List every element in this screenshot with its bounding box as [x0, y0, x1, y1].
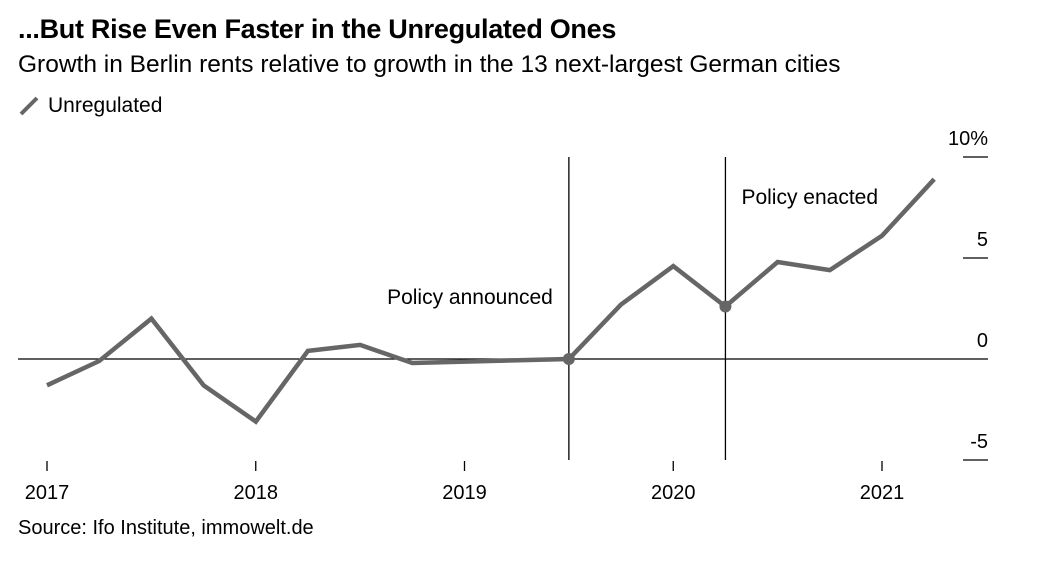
y-tick-label: 0 [977, 330, 988, 352]
y-tick-label: 5 [977, 229, 988, 251]
source-note: Source: Ifo Institute, immowelt.de [18, 517, 314, 539]
x-tick-label: 2021 [860, 482, 905, 504]
annotation-label: Policy announced [387, 286, 553, 309]
chart-subtitle: Growth in Berlin rents relative to growt… [18, 51, 841, 78]
annotation-marker [719, 300, 732, 313]
chart-title: ...But Rise Even Faster in the Unregulat… [18, 14, 617, 44]
x-tick-label: 2017 [25, 482, 70, 504]
y-tick-label: 10% [948, 128, 988, 150]
y-tick-label: -5 [970, 431, 988, 453]
legend-line-icon [19, 96, 39, 116]
legend-label: Unregulated [48, 94, 163, 117]
annotation-label: Policy enacted [741, 186, 878, 209]
x-tick-label: 2020 [651, 482, 696, 504]
legend: Unregulated [18, 93, 162, 119]
series-line-unregulated [46, 177, 936, 425]
annotation-marker [562, 353, 575, 365]
x-tick-label: 2019 [442, 482, 487, 504]
x-tick-label: 2018 [234, 482, 279, 504]
